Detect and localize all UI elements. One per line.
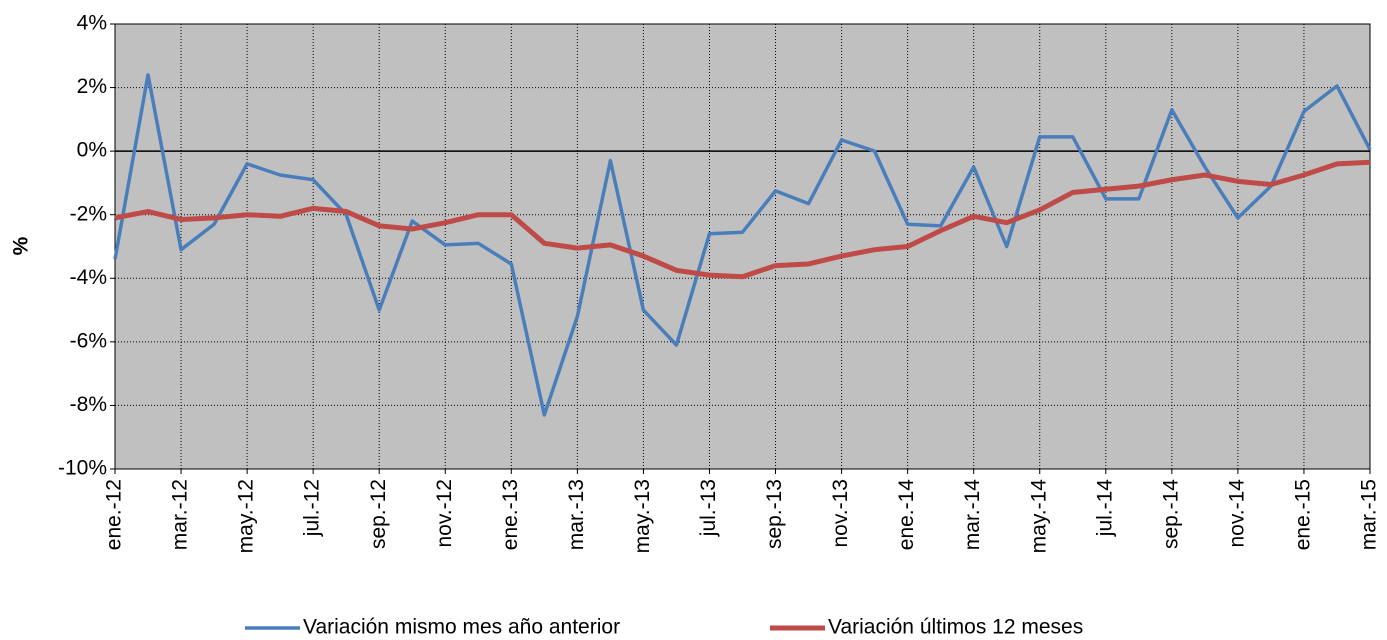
y-tick-label: 0% <box>77 139 107 162</box>
plot-area <box>115 24 1370 469</box>
y-tick-label: -10% <box>58 457 107 480</box>
x-tick-label: sep.-14 <box>1159 479 1182 549</box>
x-tick-label: sep.-13 <box>763 479 786 549</box>
x-tick-label: ene.-15 <box>1291 479 1314 550</box>
x-tick-label: nov.-12 <box>433 479 456 547</box>
x-tick-label: sep.-12 <box>367 479 390 549</box>
y-tick-label: -6% <box>70 329 107 352</box>
x-tick-label: ene.-12 <box>103 479 126 550</box>
y-tick-label: 4% <box>77 12 107 35</box>
series-line <box>113 73 1372 417</box>
x-tick-label: mar.-12 <box>169 479 192 550</box>
x-tick-label: jul.-14 <box>1093 479 1116 538</box>
x-tick-label: nov.-14 <box>1225 479 1248 548</box>
y-tick-label: -4% <box>70 266 107 289</box>
x-tick-label: ene.-13 <box>499 479 522 550</box>
x-tick-label: mar.-13 <box>565 479 588 550</box>
x-tick-label: may.-14 <box>1027 479 1050 554</box>
x-tick-label: may.-12 <box>235 479 258 553</box>
x-tick-label: mar.-14 <box>961 479 984 551</box>
y-axis-label: % <box>10 236 33 255</box>
legend-label: Variación últimos 12 meses <box>828 616 1083 639</box>
x-tick-label: jul.-12 <box>301 479 324 537</box>
x-tick-label: ene.-14 <box>895 479 918 551</box>
x-tick-label: jul.-13 <box>697 479 720 537</box>
legend-label: Variación mismo mes año anterior <box>303 616 620 639</box>
y-tick-label: 2% <box>77 75 107 98</box>
x-tick-label: may.-13 <box>631 479 654 553</box>
series-line <box>114 159 1371 280</box>
y-tick-label: -8% <box>70 393 107 416</box>
x-tick-label: mar.-15 <box>1358 479 1381 550</box>
x-tick-label: nov.-13 <box>829 479 852 548</box>
y-tick-label: -2% <box>70 202 107 225</box>
plot-border <box>114 23 1371 470</box>
